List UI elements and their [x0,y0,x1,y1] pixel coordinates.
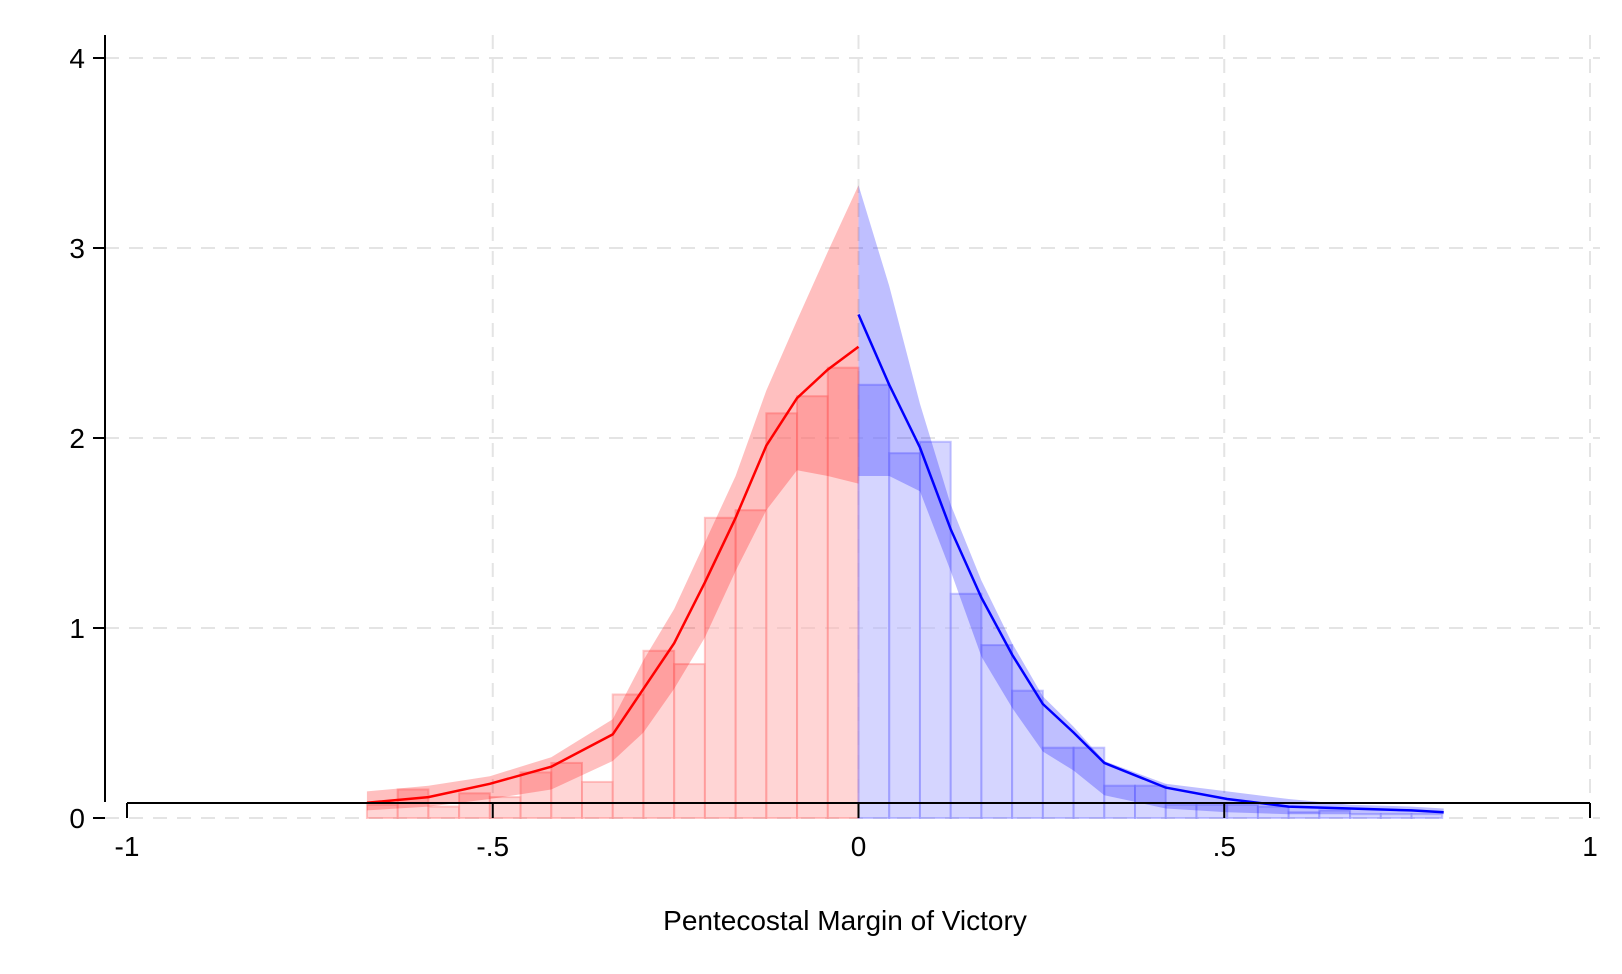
histogram-bar-left [611,693,645,819]
x-tick-label: 0 [851,831,867,862]
histogram-bar-right [949,592,983,819]
density-line-right [857,313,1444,814]
y-tick-label: 4 [69,43,85,74]
axes: 0 1 2 3 4 -1 -.5 0 .5 1 [69,35,1598,862]
y-tick-label: 0 [69,803,85,834]
confidence-bands [366,185,1444,815]
x-tick-label: -.5 [476,831,509,862]
x-tick-label: 1 [1582,831,1598,862]
histogram-bar-left [519,771,553,820]
histogram-bar-right [980,644,1014,819]
histogram-bar-left [488,796,522,819]
histogram-bar-left [673,663,706,819]
x-axis-title: Pentecostal Margin of Victory [663,905,1027,936]
histogram-bar-left [427,805,461,819]
confidence-band-left [366,185,859,811]
confidence-band-right [858,185,1444,815]
histogram-bar-left [458,792,491,819]
histogram-bar-left [550,761,583,820]
histogram-bar-left [642,649,676,819]
x-tick-label: -1 [115,831,140,862]
histogram-bar-right [1011,689,1044,820]
histogram-bar-right [1410,813,1444,820]
histogram-bars [365,366,1444,820]
histogram-bar-left [826,366,860,819]
histogram-bar-right [1041,746,1075,820]
histogram-bar-right [1134,784,1167,820]
density-lines [366,313,1444,814]
density-line-left [366,345,860,805]
histogram-bar-right [888,452,921,819]
histogram-bar-left [580,780,614,820]
histogram-bar-right [1379,813,1413,820]
histogram-bar-left [703,516,737,819]
y-tick-label: 3 [69,233,85,264]
x-tick-label: .5 [1213,831,1236,862]
histogram-bar-left [796,395,829,819]
histogram-bar-right [857,383,891,819]
histogram-bar-right [1349,813,1382,820]
histogram-bar-left [765,412,799,819]
y-tick-label: 1 [69,613,85,644]
y-tick-label: 2 [69,423,85,454]
